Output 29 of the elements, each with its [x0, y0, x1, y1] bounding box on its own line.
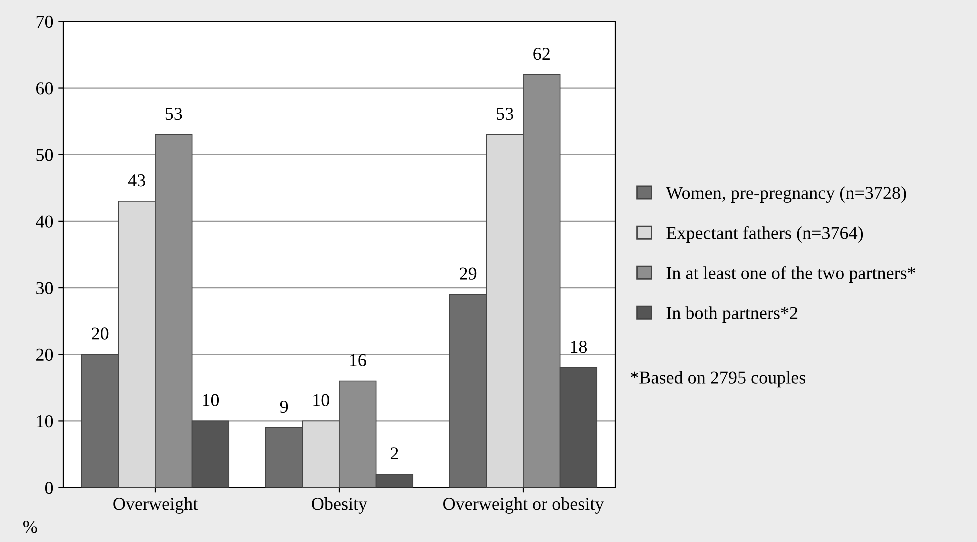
y-tick-label: 60: [36, 82, 54, 95]
y-tick-label: 10: [37, 415, 54, 428]
data-label: 9: [280, 400, 288, 414]
y-tick-label: 30: [36, 282, 54, 294]
x-tick-label: Obesity: [312, 498, 368, 514]
data-label: 18: [571, 340, 588, 354]
data-label: 2: [390, 448, 398, 460]
data-label: 43: [128, 174, 146, 187]
x-tick-label: Overweight: [114, 498, 198, 514]
y-tick-label: 70: [36, 16, 54, 28]
data-label: 20: [92, 328, 109, 340]
legend-label: Expectant fathers (n=3764): [666, 226, 864, 244]
y-axis-title: %: [23, 520, 38, 534]
data-label: 53: [497, 108, 514, 120]
y-tick-label: 40: [36, 216, 54, 228]
data-label: 53: [166, 108, 182, 120]
data-label: 62: [534, 48, 550, 60]
data-label: 16: [350, 354, 366, 366]
y-tick-label: 20: [36, 348, 54, 362]
legend-label: In both partners*2: [666, 306, 798, 324]
y-tick-label: 0: [45, 482, 54, 494]
data-label: 10: [203, 394, 220, 406]
data-label: 29: [460, 268, 477, 280]
legend-label: Women, pre-pregnancy (n=3728): [666, 186, 906, 203]
legend-label: In at least one of the two partners*: [666, 266, 916, 284]
x-tick-label: Overweight or obesity: [444, 498, 604, 514]
y-tick-label: 50: [36, 149, 54, 162]
data-label: 10: [314, 394, 330, 406]
text: *Based on 2795 couples: [631, 371, 806, 388]
